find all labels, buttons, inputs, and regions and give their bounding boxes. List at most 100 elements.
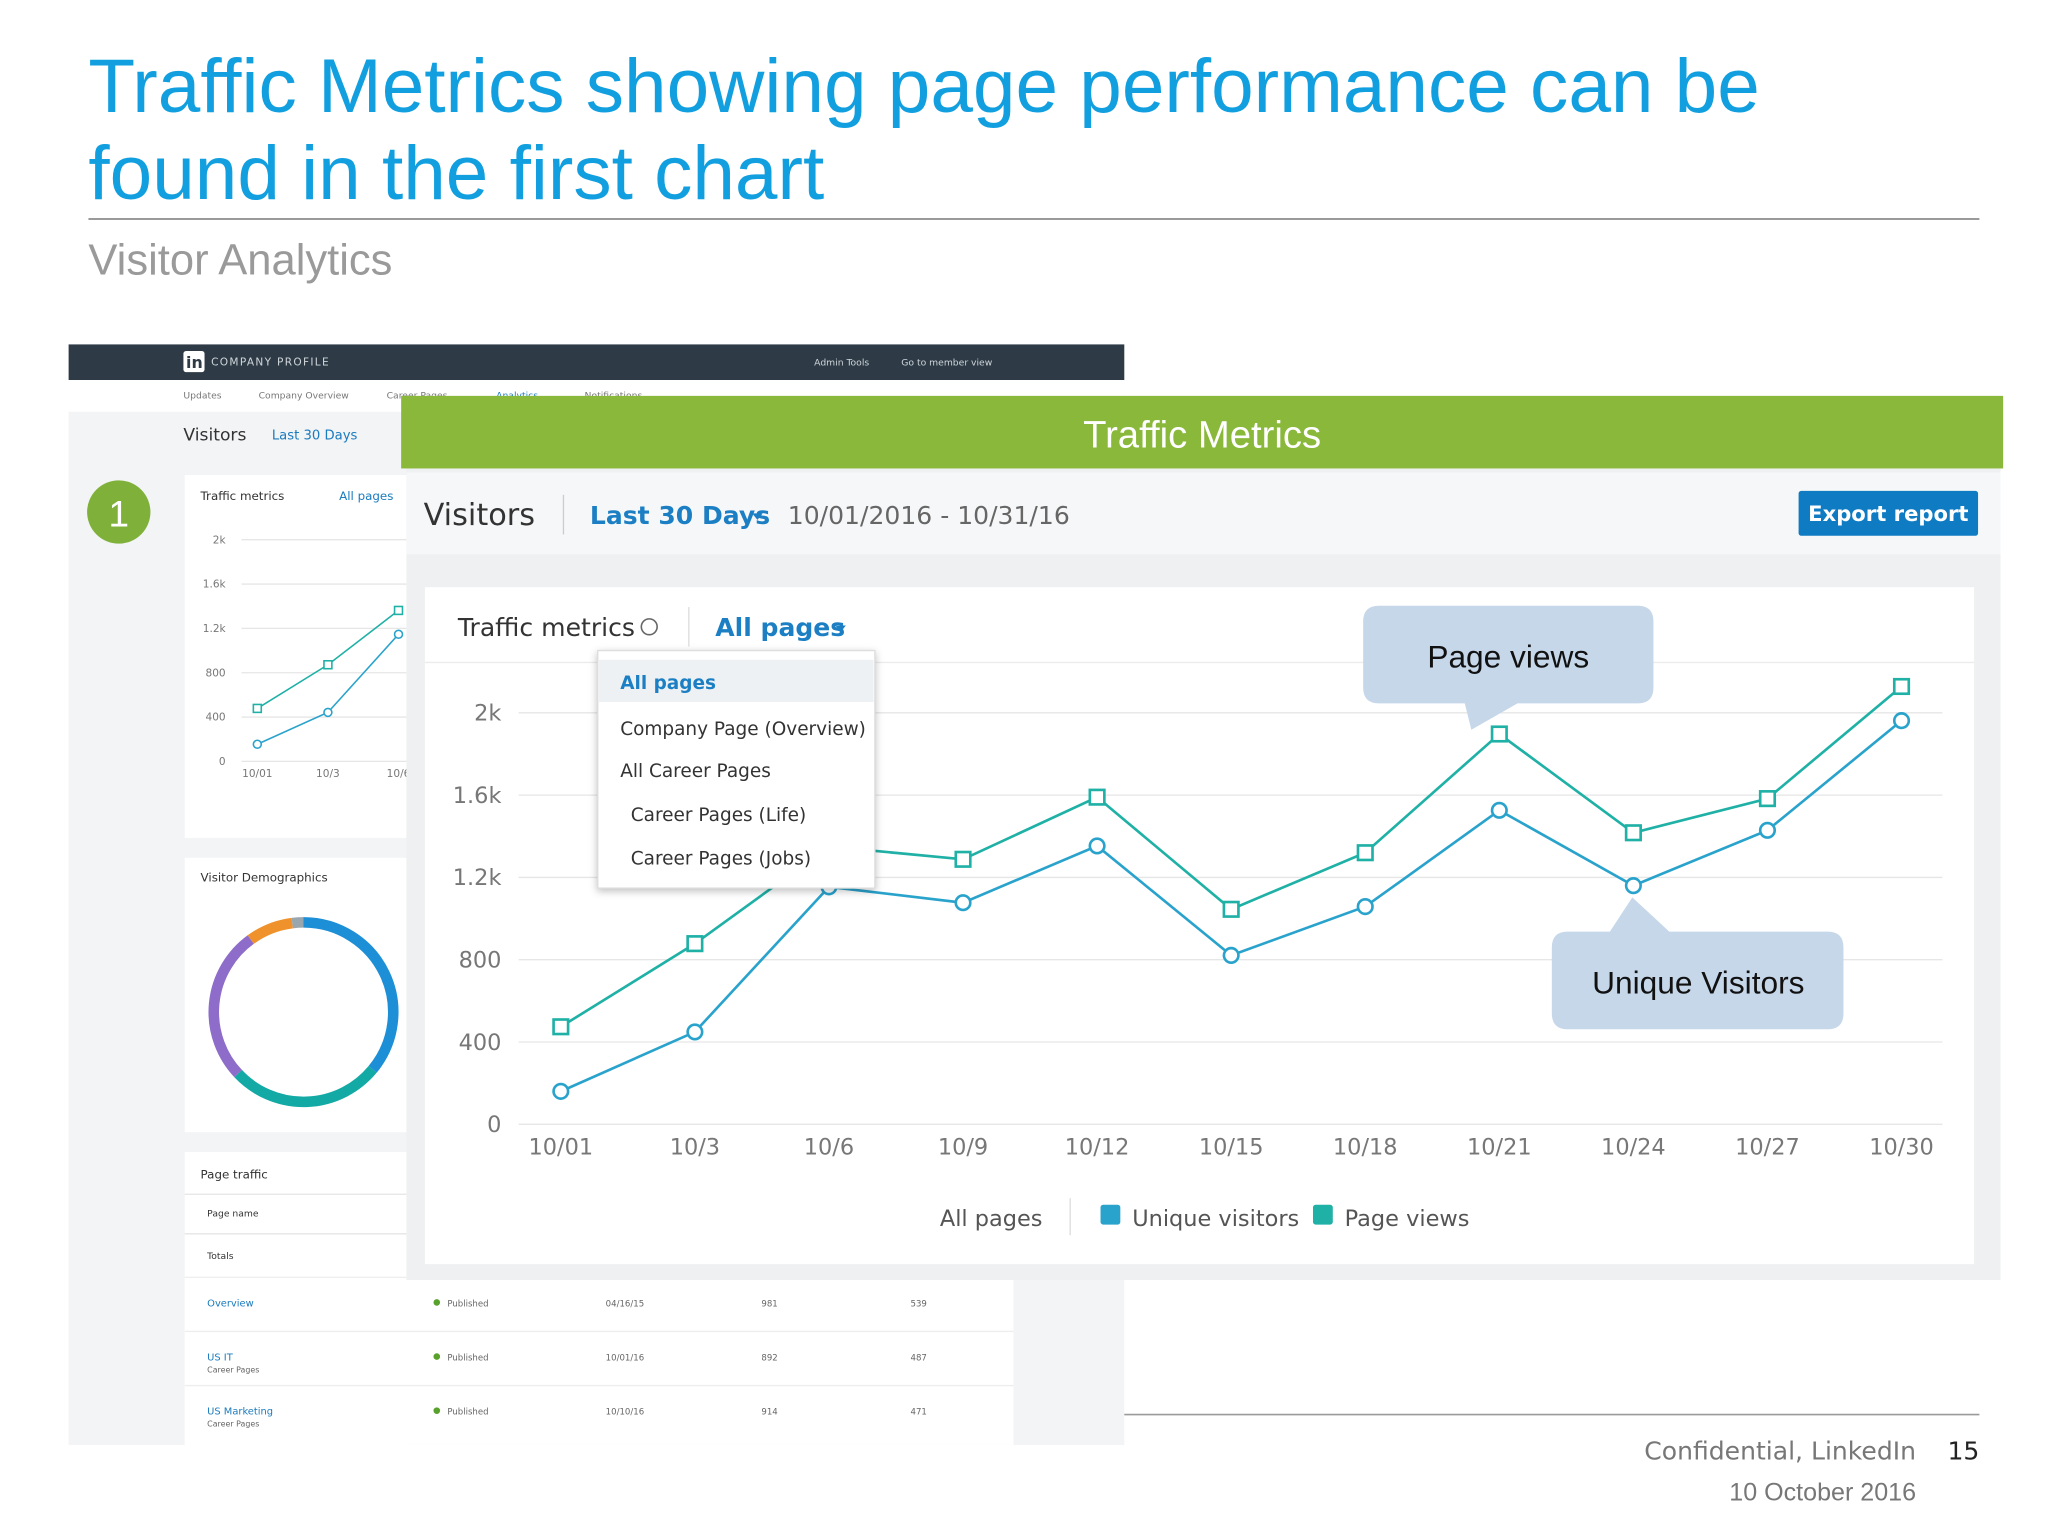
page-name: Overview bbox=[207, 1298, 254, 1309]
page-sub: Career Pages bbox=[207, 1419, 259, 1428]
y-tick-label: 1.2k bbox=[203, 623, 227, 635]
export-button[interactable] bbox=[1798, 490, 1979, 536]
donut-segment bbox=[234, 1065, 377, 1108]
visitors-bar bbox=[406, 472, 2001, 555]
y-tick-label: 1.2k bbox=[453, 865, 502, 891]
legend-swatch bbox=[1312, 1204, 1333, 1225]
dropdown-item[interactable]: All Career Pages bbox=[620, 761, 771, 782]
marker bbox=[552, 1082, 570, 1100]
marker bbox=[1490, 725, 1508, 743]
marker bbox=[1758, 821, 1777, 839]
dropdown-highlight bbox=[599, 659, 874, 703]
navbar bbox=[68, 344, 1125, 381]
y-tick-label: 400 bbox=[459, 1030, 502, 1056]
marker bbox=[1892, 677, 1911, 696]
y-tick-label: 2k bbox=[213, 534, 227, 546]
y-tick-label: 1.6k bbox=[453, 783, 502, 809]
donut-segment bbox=[247, 917, 294, 944]
page-sub: Career Pages bbox=[207, 1365, 259, 1374]
logo-box bbox=[183, 351, 205, 373]
x-tick-label: 10/3 bbox=[316, 768, 340, 780]
card-title: Page traffic bbox=[201, 1167, 268, 1181]
footer-confidential: Confidential, LinkedIn bbox=[1644, 1436, 1916, 1465]
dropdown-item[interactable]: Company Page (Overview) bbox=[620, 719, 866, 740]
table-totals: Totals bbox=[206, 1251, 234, 1262]
status-dot bbox=[433, 1299, 441, 1306]
date-range: 10/01/2016 - 10/31/16 bbox=[788, 501, 1070, 530]
table-area bbox=[184, 1280, 1014, 1445]
banner-title: Traffic Metrics bbox=[1083, 413, 1321, 456]
card-filter[interactable]: All pages bbox=[339, 489, 393, 503]
logo: in bbox=[186, 353, 203, 372]
marker bbox=[954, 894, 972, 912]
subtitle: Visitor Analytics bbox=[88, 236, 392, 284]
product: COMPANY PROFILE bbox=[211, 357, 330, 369]
callout-label: Unique Visitors bbox=[1592, 965, 1804, 1001]
count: 914 bbox=[761, 1408, 777, 1418]
range[interactable]: Last 30 Days bbox=[272, 428, 358, 443]
visitors-label: Visitors bbox=[424, 498, 536, 533]
y-tick-label: 2k bbox=[474, 701, 501, 727]
marker bbox=[1624, 824, 1642, 842]
y-tick-label: 0 bbox=[487, 1112, 501, 1138]
admin-tools[interactable]: Admin Tools bbox=[814, 358, 869, 369]
range-select[interactable]: Last 30 Days bbox=[590, 501, 770, 530]
x-tick-label: 10/6 bbox=[387, 768, 411, 780]
member-view[interactable]: Go to member view bbox=[901, 358, 992, 369]
marker bbox=[252, 739, 263, 749]
callout-label: Page views bbox=[1427, 639, 1589, 675]
visitors-label: Visitors bbox=[183, 426, 246, 446]
title-line: Traffic Metrics showing page performance… bbox=[88, 44, 1759, 129]
card bbox=[184, 857, 407, 1133]
mini-chart: 0 400 800 1.2k 1.6k 2k 10/01 10/3 10/6 bbox=[203, 534, 411, 780]
export-label[interactable]: Export report bbox=[1808, 501, 1968, 526]
count: 981 bbox=[761, 1299, 777, 1309]
callout bbox=[1363, 605, 1654, 730]
card bbox=[184, 475, 407, 838]
x-tick-label: 10/3 bbox=[670, 1135, 720, 1161]
nav-item[interactable]: Updates bbox=[183, 391, 221, 402]
x-tick-label: 10/27 bbox=[1735, 1135, 1800, 1161]
traffic-panel: Traffic Metrics Visitors Last 30 Days 10… bbox=[401, 395, 2004, 1280]
marker bbox=[323, 659, 333, 670]
x-tick-label: 10/24 bbox=[1601, 1135, 1666, 1161]
marker bbox=[393, 605, 404, 616]
caret bbox=[835, 625, 846, 633]
donut-segment bbox=[291, 917, 304, 929]
legend-title: All pages bbox=[940, 1206, 1043, 1232]
x-tick-label: 10/12 bbox=[1065, 1135, 1130, 1161]
badge bbox=[87, 480, 151, 544]
marker bbox=[686, 935, 704, 953]
x-tick-label: 10/01 bbox=[242, 768, 272, 780]
traffic-chart: 0 400 800 1.2k 1.6k 2k 10/01 10/3 10/6 10/9 10/12 1… bbox=[453, 677, 1943, 1161]
page-name: US Marketing bbox=[207, 1407, 273, 1418]
marker bbox=[552, 1018, 570, 1036]
banner bbox=[401, 395, 2004, 469]
x-tick-label: 10/18 bbox=[1333, 1135, 1398, 1161]
filter-select[interactable]: All pages bbox=[715, 613, 845, 642]
marker bbox=[954, 850, 972, 868]
dropdown-item[interactable]: Career Pages (Life) bbox=[631, 805, 807, 826]
marker bbox=[1624, 877, 1642, 895]
status-dot bbox=[433, 1353, 441, 1360]
y-tick-label: 800 bbox=[206, 667, 226, 679]
donut-segment bbox=[303, 917, 399, 1073]
legend-swatch bbox=[1100, 1204, 1121, 1225]
donut-chart bbox=[208, 917, 399, 1108]
y-tick-label: 1.6k bbox=[203, 579, 227, 591]
badge-label: 1 bbox=[108, 494, 129, 535]
dropdown-item[interactable]: All pages bbox=[620, 673, 716, 694]
help-icon[interactable] bbox=[640, 618, 658, 636]
marker bbox=[1222, 900, 1240, 918]
marker bbox=[393, 629, 404, 640]
dropdown-item[interactable]: Career Pages (Jobs) bbox=[631, 848, 811, 869]
x-tick-label: 10/21 bbox=[1467, 1135, 1532, 1161]
status: Published bbox=[447, 1299, 488, 1309]
legend: Unique visitors Page views bbox=[1100, 1204, 1469, 1232]
date: 10/01/16 bbox=[606, 1353, 644, 1363]
nav-item[interactable]: Company Overview bbox=[259, 391, 350, 402]
marker bbox=[1356, 844, 1374, 862]
date: 10/10/16 bbox=[606, 1408, 644, 1418]
count: 539 bbox=[911, 1299, 927, 1309]
